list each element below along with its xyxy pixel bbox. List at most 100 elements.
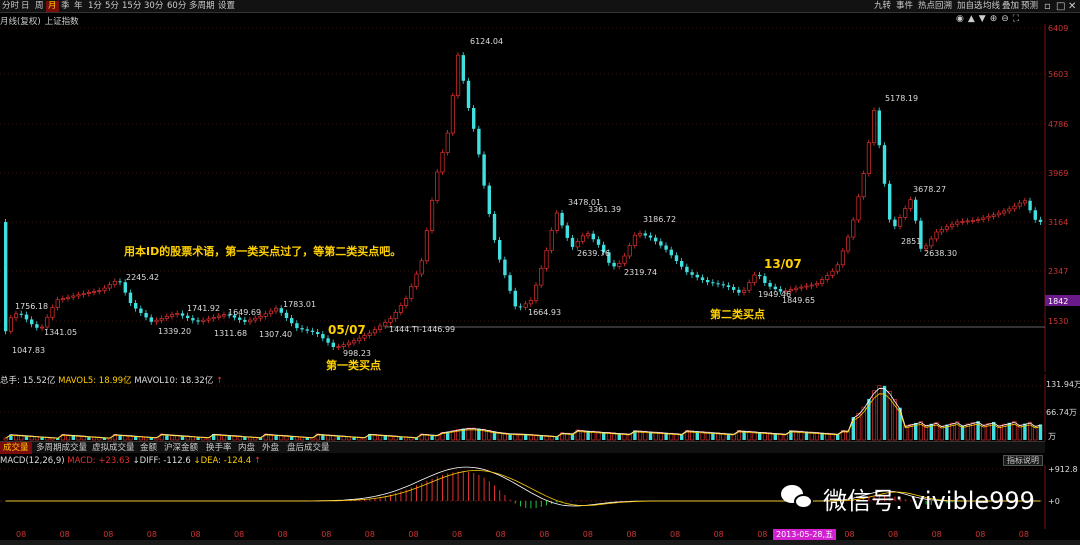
mavol10-line	[5, 393, 1041, 439]
candle-body	[706, 280, 710, 283]
price-label-6124: 6124.04	[470, 37, 503, 46]
volume-bar	[508, 433, 512, 440]
volume-bar	[383, 435, 387, 440]
macd-chart[interactable]: +912.8 +0	[0, 465, 1080, 529]
candle-body	[159, 317, 164, 321]
tab-settings[interactable]: 设置	[218, 1, 236, 11]
volume-bar	[851, 417, 855, 440]
price-label-1949: 1949.46	[758, 290, 791, 299]
button-events[interactable]: 事件	[896, 1, 914, 11]
volume-bar	[487, 429, 492, 441]
price-axis: 6409 5603 4786 3969 3164 2347 1530 1842	[1045, 24, 1080, 326]
price-tick: 3164	[1048, 218, 1068, 227]
candle-body	[861, 173, 866, 198]
candle-body	[71, 295, 76, 298]
candle-body	[602, 244, 606, 253]
tab-30min[interactable]: 30分	[144, 1, 164, 11]
tab-multi-period[interactable]: 多周期	[189, 1, 215, 11]
tab-yearly[interactable]: 年	[74, 1, 83, 11]
candle-body	[508, 275, 512, 291]
eye-icon[interactable]: ◉	[956, 14, 968, 24]
fullscreen-icon[interactable]: ⛶	[1012, 14, 1024, 24]
volume-bar	[456, 429, 461, 441]
candle-body	[352, 340, 357, 344]
candle-body	[778, 289, 783, 292]
volume-bar	[1012, 421, 1017, 441]
candle-body	[503, 259, 507, 276]
candle-body	[435, 171, 440, 201]
tab-after-hours-volume[interactable]: 盘后成交量	[287, 443, 330, 453]
candle-body	[518, 306, 523, 308]
price-chart[interactable]: 6409 5603 4786 3969 3164 2347 1530 1842 …	[0, 24, 1080, 372]
button-overlay[interactable]: 叠加	[1002, 1, 1020, 11]
dea-value: -124.4	[223, 456, 252, 466]
candle-body	[398, 305, 403, 313]
candle-body	[341, 344, 346, 347]
volume-bar	[450, 430, 455, 441]
volume-chart[interactable]: 131.94万 66.74万 万	[0, 374, 1080, 441]
window-maximize-icon[interactable]: □	[1056, 1, 1066, 12]
tab-amount[interactable]: 金额	[140, 443, 158, 453]
index-name: 上证指数	[44, 17, 79, 27]
candle-body	[191, 318, 195, 321]
candle-body	[186, 315, 190, 319]
volume-bar	[638, 430, 643, 441]
volume-bar	[399, 436, 403, 440]
candle-body	[118, 281, 122, 283]
candle-body	[336, 346, 341, 348]
up-arrow-icon[interactable]: ▲	[967, 14, 979, 24]
window-restore-icon[interactable]: ▫	[1044, 1, 1051, 12]
zoom-in-icon[interactable]: ⊕	[989, 14, 1002, 24]
candle-body	[825, 275, 830, 280]
tab-virtual-volume[interactable]: 虚拟成交量	[92, 443, 135, 453]
button-add-watchlist[interactable]: 加自选	[957, 1, 983, 11]
volume-bar	[929, 423, 933, 440]
zoom-out-icon[interactable]: ⊖	[1001, 14, 1013, 24]
button-moving-average[interactable]: 均线	[983, 1, 1001, 11]
tab-monthly[interactable]: 月	[46, 1, 59, 12]
tab-inner-volume[interactable]: 内盘	[238, 443, 256, 453]
tab-60min[interactable]: 60分	[167, 1, 187, 11]
volume-bar	[352, 436, 356, 440]
volume-bar	[570, 433, 575, 440]
candle-body	[196, 320, 200, 322]
button-forecast[interactable]: 预测	[1021, 1, 1039, 11]
candle-body	[4, 222, 8, 332]
candle-body	[1007, 208, 1012, 212]
tab-5min[interactable]: 5分	[105, 1, 119, 11]
tab-outer-volume[interactable]: 外盘	[262, 443, 280, 453]
tab-15min[interactable]: 15分	[122, 1, 142, 11]
candle-body	[388, 318, 393, 323]
candle-body	[986, 216, 991, 219]
indicator-help-button[interactable]: 指标说明	[1003, 455, 1043, 466]
volume-bar	[836, 434, 840, 440]
candle-body	[263, 313, 268, 317]
tab-turnover[interactable]: 换手率	[206, 443, 232, 453]
tab-shsz-amount[interactable]: 沪深金额	[164, 443, 199, 453]
volume-bars	[3, 385, 1043, 441]
volume-bar	[368, 434, 372, 440]
macd-axis-zero: +0	[1048, 497, 1060, 506]
candle-body	[934, 231, 939, 240]
tab-daily[interactable]: 日	[21, 1, 30, 11]
candle-body	[996, 212, 1001, 216]
candle-body	[154, 319, 159, 323]
button-nine-turn[interactable]: 九转	[874, 1, 892, 11]
tab-quarterly[interactable]: 季	[61, 1, 70, 11]
volume-total-value: 15.52亿	[22, 376, 56, 386]
tab-intraday[interactable]: 分时	[2, 1, 20, 11]
close-icon[interactable]: ✕	[1068, 1, 1077, 12]
tab-weekly[interactable]: 周	[35, 1, 44, 11]
down-arrow-icon[interactable]: ▼	[978, 14, 990, 24]
volume-bar	[586, 430, 590, 440]
time-tick: 08	[59, 530, 70, 539]
candle-body	[248, 319, 253, 323]
button-hotspot-replay[interactable]: 热点回溯	[918, 1, 953, 11]
tab-volume[interactable]: 成交量	[0, 442, 32, 454]
volume-bar	[1007, 422, 1011, 440]
down-arrow-icon: ↓	[193, 456, 201, 466]
price-label-1307: 1307.40	[259, 330, 292, 339]
tab-multi-period-volume[interactable]: 多周期成交量	[36, 443, 88, 453]
candle-body	[742, 289, 747, 293]
tab-1min[interactable]: 1分	[88, 1, 102, 11]
